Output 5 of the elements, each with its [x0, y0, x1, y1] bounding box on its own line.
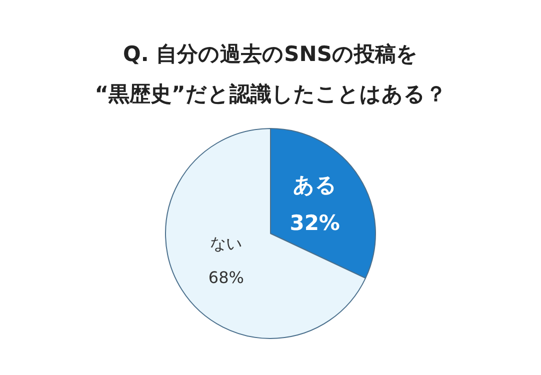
data-label: 68% [208, 268, 244, 287]
chart-title: Q. 自分の過去のSNSの投稿を “黒歴史”だと認識したことはある？ [94, 41, 448, 108]
slice-label: ある [292, 172, 337, 197]
slice-label: ない [210, 234, 242, 253]
data-label: 32% [290, 210, 340, 235]
